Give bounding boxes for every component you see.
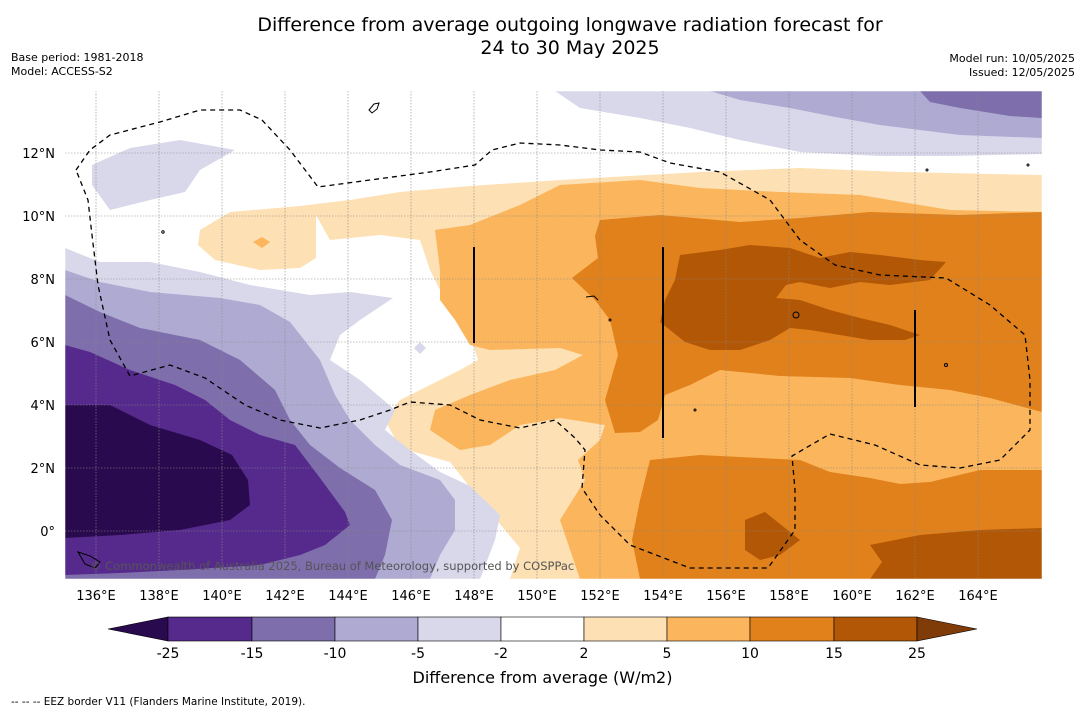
colorbar-segment xyxy=(666,616,751,642)
longitude-labels: 136°E 138°E 140°E 142°E 144°E 146°E 148°… xyxy=(76,589,998,604)
lat-tick: 8°N xyxy=(31,273,56,288)
lon-tick: 140°E xyxy=(202,589,242,604)
model-run: Model run: 10/05/2025 xyxy=(949,52,1075,65)
islands xyxy=(76,102,1030,569)
patch-purple-small xyxy=(414,342,426,354)
lon-tick: 138°E xyxy=(139,589,179,604)
lat-tick: 10°N xyxy=(22,210,55,225)
lon-tick: 160°E xyxy=(832,589,872,604)
meta-right: Model run: 10/05/2025 Issued: 12/05/2025 xyxy=(949,52,1075,80)
contour-neg10-neg15 xyxy=(65,91,1042,579)
lon-tick: 146°E xyxy=(391,589,431,604)
model-name: Model: ACCESS-S2 xyxy=(11,65,113,78)
lon-tick: 150°E xyxy=(517,589,557,604)
colorbar-segment xyxy=(251,616,336,642)
colorbar-tick: 2 xyxy=(580,646,589,662)
lat-tick: 12°N xyxy=(22,147,55,162)
title-line-2: 24 to 30 May 2025 xyxy=(480,37,660,59)
colorbar-segment xyxy=(334,616,419,642)
chart-title: Difference from average outgoing longwav… xyxy=(0,14,1085,60)
colorbar-tick: -5 xyxy=(411,646,425,662)
colorbar-tick: 5 xyxy=(663,646,672,662)
lon-tick: 136°E xyxy=(76,589,116,604)
lon-tick: 148°E xyxy=(454,589,494,604)
lon-tick: 158°E xyxy=(769,589,809,604)
colorbar-tick: -25 xyxy=(157,646,180,662)
lat-tick: 6°N xyxy=(31,336,56,351)
title-line-1: Difference from average outgoing longwav… xyxy=(257,14,883,36)
plot-frame xyxy=(64,90,1043,580)
eez-footnote: -- -- -- EEZ border V11 (Flanders Marine… xyxy=(11,696,306,708)
copyright-text: © Commonwealth of Australia 2025, Bureau… xyxy=(90,559,574,573)
colorbar-tick: 25 xyxy=(908,646,926,662)
colorbar-tick: 15 xyxy=(825,646,843,662)
lat-tick: 0° xyxy=(40,525,55,540)
colorbar-tick: 10 xyxy=(741,646,759,662)
contour-below-neg25 xyxy=(65,405,250,538)
lat-tick: 2°N xyxy=(31,462,56,477)
colorbar-segment xyxy=(749,616,835,642)
meta-left: Base period: 1981-2018 Model: ACCESS-S2 xyxy=(11,51,143,79)
colorbar: -25 -15 -10 -5 -2 2 5 10 15 25 xyxy=(107,616,978,662)
colorbar-tick: -15 xyxy=(241,646,264,662)
anomaly-field xyxy=(65,91,1042,579)
colorbar-tick: -10 xyxy=(324,646,347,662)
lat-tick: 4°N xyxy=(31,399,56,414)
contour-15-25 xyxy=(660,245,1042,579)
lon-tick: 144°E xyxy=(328,589,368,604)
colorbar-segment xyxy=(833,616,918,642)
patch-orange-small xyxy=(253,237,270,248)
issued-date: Issued: 12/05/2025 xyxy=(968,66,1075,79)
graticule xyxy=(65,91,1042,579)
colorbar-ticks: -25 -15 -10 -5 -2 2 5 10 15 25 xyxy=(157,646,926,662)
lon-tick: 154°E xyxy=(643,589,683,604)
front-lines xyxy=(473,247,916,438)
colorbar-arrow-low xyxy=(107,616,169,642)
colorbar-segment xyxy=(417,616,502,642)
lon-tick: 152°E xyxy=(580,589,620,604)
lon-tick: 142°E xyxy=(265,589,305,604)
colorbar-segment xyxy=(583,616,668,642)
colorbar-segment xyxy=(500,616,585,642)
colorbar-label: Difference from average (W/m2) xyxy=(412,668,673,687)
lon-tick: 164°E xyxy=(958,589,998,604)
base-period: Base period: 1981-2018 xyxy=(11,51,144,64)
eez-borders xyxy=(75,109,1031,569)
lon-tick: 162°E xyxy=(895,589,935,604)
colorbar-tick: -2 xyxy=(494,646,508,662)
colorbar-segment xyxy=(167,616,253,642)
colorbar-arrow-high xyxy=(916,616,978,642)
lon-tick: 156°E xyxy=(706,589,746,604)
latitude-labels: 0° 2°N 4°N 6°N 8°N 10°N 12°N xyxy=(22,147,55,540)
